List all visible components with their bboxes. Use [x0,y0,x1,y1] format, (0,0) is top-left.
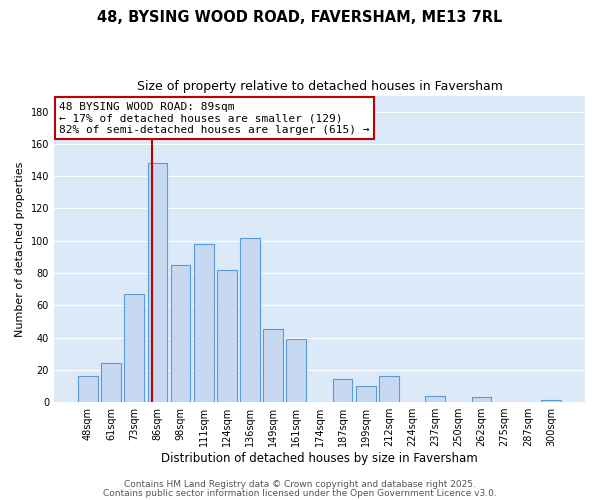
Bar [541,400,561,402]
Bar [379,376,399,402]
Bar [148,164,167,402]
X-axis label: Distribution of detached houses by size in Faversham: Distribution of detached houses by size … [161,452,478,465]
Text: 48, BYSING WOOD ROAD, FAVERSHAM, ME13 7RL: 48, BYSING WOOD ROAD, FAVERSHAM, ME13 7R… [97,10,503,25]
Bar [170,265,190,402]
Bar [78,376,98,402]
Text: 48 BYSING WOOD ROAD: 89sqm
← 17% of detached houses are smaller (129)
82% of sem: 48 BYSING WOOD ROAD: 89sqm ← 17% of deta… [59,102,370,135]
Text: Contains public sector information licensed under the Open Government Licence v3: Contains public sector information licen… [103,488,497,498]
Bar [124,294,144,402]
Text: Contains HM Land Registry data © Crown copyright and database right 2025.: Contains HM Land Registry data © Crown c… [124,480,476,489]
Bar [333,380,352,402]
Bar [240,238,260,402]
Bar [194,244,214,402]
Bar [356,386,376,402]
Title: Size of property relative to detached houses in Faversham: Size of property relative to detached ho… [137,80,502,93]
Y-axis label: Number of detached properties: Number of detached properties [15,161,25,336]
Bar [101,364,121,402]
Bar [425,396,445,402]
Bar [286,339,306,402]
Bar [472,397,491,402]
Bar [263,330,283,402]
Bar [217,270,236,402]
